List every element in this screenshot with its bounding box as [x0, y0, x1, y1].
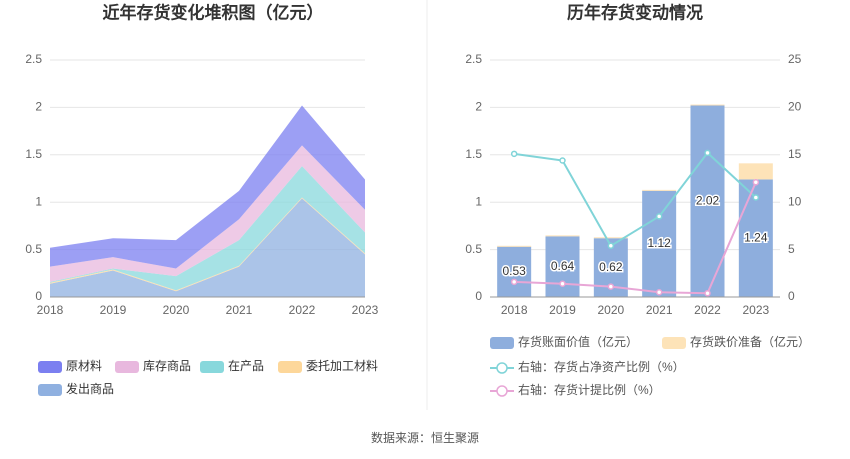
- x-tick-label: 2021: [646, 303, 673, 317]
- legend-marker: [496, 362, 508, 374]
- bar: [690, 104, 725, 106]
- point: [704, 289, 711, 297]
- bar: [593, 237, 628, 239]
- legend-label: 在产品: [228, 359, 264, 373]
- x-tick-label: 2021: [226, 303, 253, 317]
- point: [655, 289, 663, 296]
- point: [510, 278, 518, 286]
- legend-label: 原材料: [66, 359, 102, 373]
- legend-marker: [496, 385, 508, 397]
- area: [50, 198, 365, 297]
- legend-swatch: [38, 384, 62, 396]
- area: [50, 166, 365, 291]
- legend-label: 库存商品: [143, 358, 191, 373]
- legend-label: 委托加工材料: [306, 359, 378, 373]
- value-label: 1.12: [647, 236, 671, 250]
- y2-tick-label: 15: [788, 147, 802, 161]
- y-tick-label: 2.5: [25, 52, 42, 66]
- y-tick-label: 2.5: [465, 52, 482, 66]
- y-tick-label: 0.5: [25, 242, 42, 256]
- legend-swatch: [278, 361, 302, 373]
- point: [607, 283, 615, 290]
- y2-tick-label: 0: [788, 289, 795, 303]
- value-label: 0.64: [551, 259, 575, 273]
- chart-title: 近年存货变化堆积图（亿元）: [103, 2, 324, 22]
- legend-label: 右轴：存货计提比例（%）: [518, 382, 661, 397]
- value-label: 2.02: [696, 193, 720, 207]
- y2-tick-label: 25: [788, 52, 802, 66]
- point: [607, 242, 615, 250]
- y-tick-label: 0: [35, 289, 42, 303]
- y-tick-label: 2: [35, 100, 42, 114]
- line: [514, 151, 757, 248]
- point: [559, 157, 566, 164]
- legend-swatch: [490, 337, 514, 349]
- area: [50, 145, 365, 282]
- y-tick-label: 2: [475, 100, 482, 114]
- y2-tick-label: 10: [788, 194, 802, 208]
- y-tick-label: 1.5: [25, 147, 42, 161]
- bar: [642, 190, 677, 297]
- y-tick-label: 1: [35, 194, 42, 208]
- y2-tick-label: 5: [788, 242, 795, 256]
- x-tick-label: 2023: [352, 303, 379, 317]
- bar: [545, 235, 580, 237]
- y-tick-label: 0.5: [465, 242, 482, 256]
- area: [50, 105, 365, 269]
- legend-label: 右轴：存货占净资产比例（%）: [518, 359, 685, 374]
- y-tick-label: 1.5: [465, 147, 482, 161]
- legend-label: 存货跌价准备（亿元）: [690, 334, 810, 349]
- x-tick-label: 2018: [501, 303, 528, 317]
- bar: [497, 245, 532, 247]
- legend-label: 发出商品: [66, 381, 114, 396]
- x-tick-label: 2020: [163, 303, 190, 317]
- source: 数据来源：恒生聚源: [371, 430, 479, 445]
- x-tick-label: 2020: [597, 303, 624, 317]
- x-tick-label: 2018: [37, 303, 64, 317]
- legend-swatch: [200, 361, 224, 373]
- point: [704, 149, 711, 157]
- legend-swatch: [38, 361, 62, 373]
- point: [752, 179, 760, 186]
- chart-title: 历年存货变动情况: [567, 2, 703, 22]
- point: [510, 150, 518, 158]
- x-tick-label: 2022: [289, 303, 316, 317]
- y-tick-label: 0: [475, 289, 482, 303]
- point: [752, 194, 760, 201]
- y-tick-label: 1: [475, 194, 482, 208]
- y2-tick-label: 20: [788, 100, 802, 114]
- bar: [642, 189, 677, 191]
- value-label: 0.53: [502, 264, 526, 278]
- legend-label: 存货账面价值（亿元）: [518, 334, 638, 349]
- value-label: 1.24: [744, 230, 768, 244]
- x-tick-label: 2023: [742, 303, 769, 317]
- value-label: 0.62: [599, 260, 623, 274]
- x-tick-label: 2022: [694, 303, 721, 317]
- line: [514, 181, 757, 295]
- bar: [738, 163, 773, 180]
- legend-swatch: [662, 337, 686, 349]
- point: [559, 280, 566, 287]
- x-tick-label: 2019: [549, 303, 576, 317]
- point: [655, 213, 663, 220]
- x-tick-label: 2019: [100, 303, 127, 317]
- bar: [497, 246, 532, 297]
- legend-swatch: [115, 361, 139, 373]
